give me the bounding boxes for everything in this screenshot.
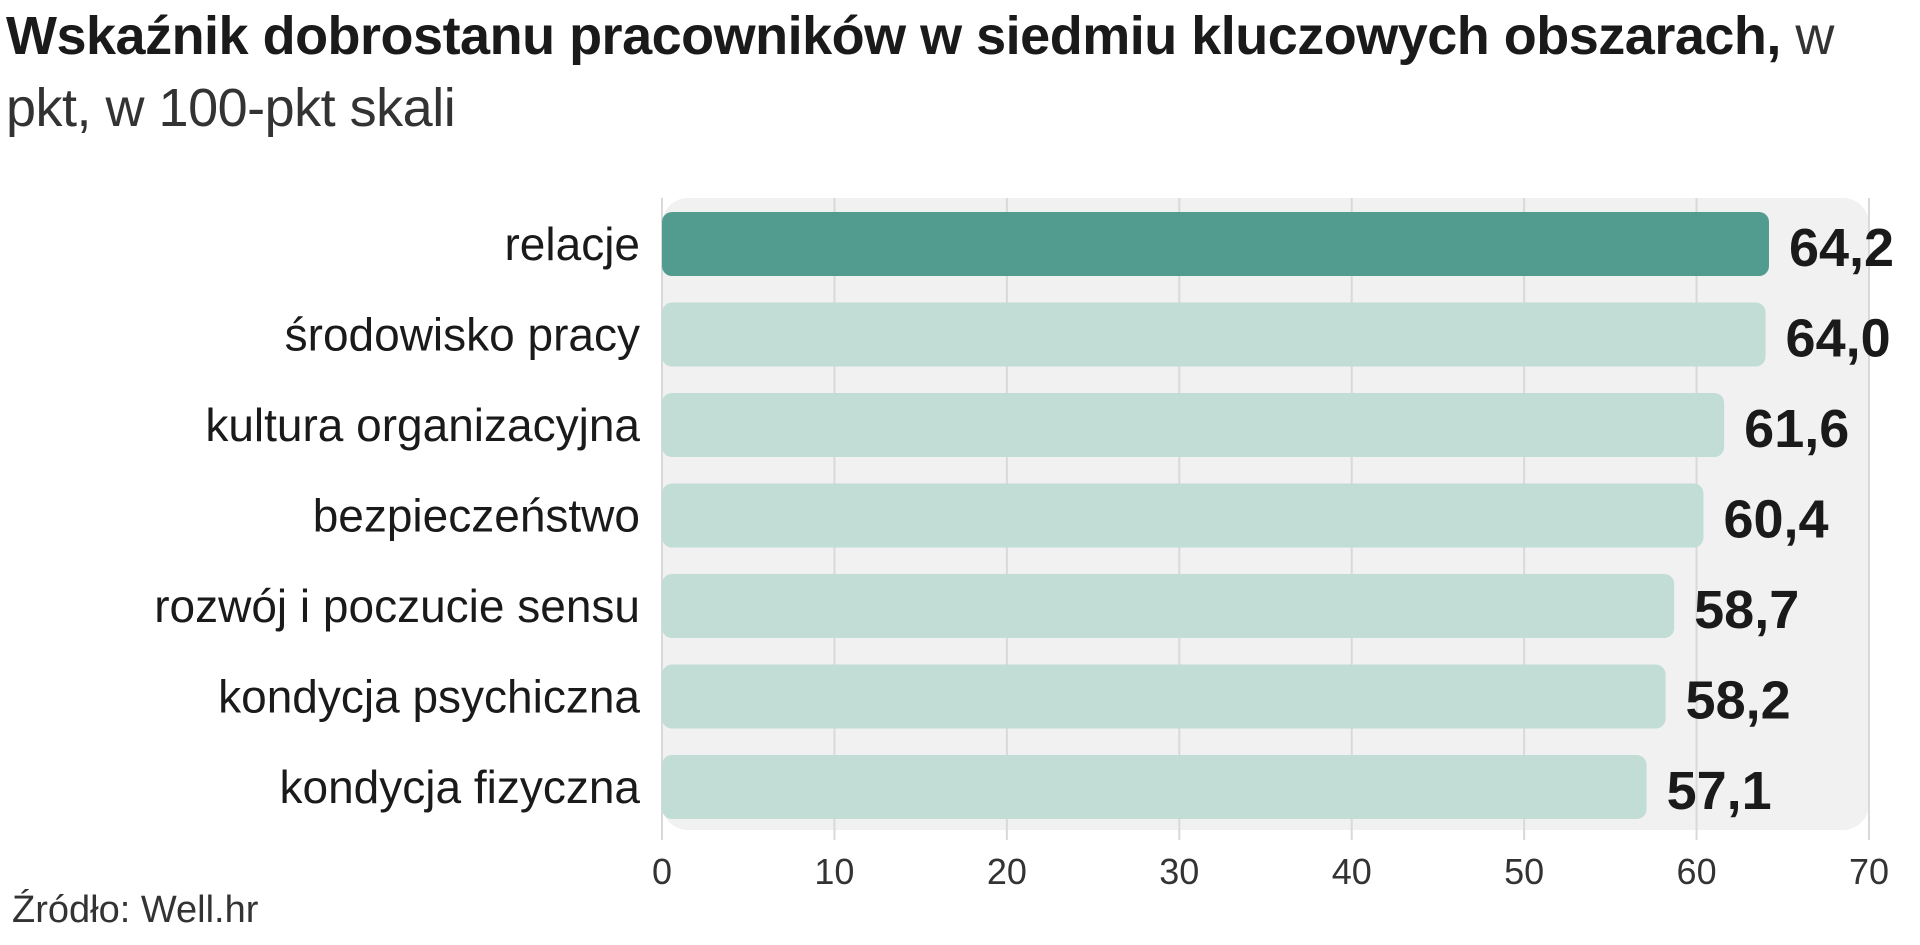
category-label: kondycja fizyczna bbox=[280, 761, 641, 813]
category-label: środowisko pracy bbox=[285, 309, 640, 361]
x-tick-label: 30 bbox=[1159, 851, 1199, 892]
x-tick-label: 70 bbox=[1849, 851, 1889, 892]
bars bbox=[662, 212, 1769, 819]
category-label: rozwój i poczucie sensu bbox=[154, 580, 640, 632]
value-label: 60,4 bbox=[1723, 490, 1828, 550]
value-label: 57,1 bbox=[1667, 761, 1772, 821]
chart-title: Wskaźnik dobrostanu pracowników w siedmi… bbox=[6, 0, 1906, 144]
x-tick-label: 20 bbox=[987, 851, 1027, 892]
value-labels: 64,2 64,0 61,6 60,4 58,7 58,2 57,1 bbox=[1667, 218, 1895, 821]
bar bbox=[662, 574, 1675, 638]
value-label: 64,2 bbox=[1789, 218, 1894, 278]
category-label: kultura organizacyjna bbox=[205, 399, 640, 451]
value-label: 58,2 bbox=[1686, 671, 1791, 731]
category-label: relacje bbox=[504, 218, 640, 270]
category-label: bezpieczeństwo bbox=[313, 490, 640, 542]
value-label: 58,7 bbox=[1694, 580, 1799, 640]
x-tick-label: 0 bbox=[652, 851, 672, 892]
chart-title-main: Wskaźnik dobrostanu pracowników w siedmi… bbox=[6, 6, 1781, 66]
bar bbox=[662, 302, 1766, 367]
category-labels: relacje środowisko pracy kultura organizac… bbox=[154, 218, 640, 813]
x-tick-label: 10 bbox=[814, 851, 854, 892]
x-tick-label: 50 bbox=[1504, 851, 1544, 892]
x-tick-label: 60 bbox=[1677, 851, 1717, 892]
chart-title-sub: w pkt, w 100-pkt skali bbox=[6, 6, 1834, 138]
value-label: 64,0 bbox=[1786, 309, 1891, 369]
source-note: Źródło: Well.hr bbox=[12, 889, 259, 931]
bar bbox=[662, 755, 1647, 819]
x-tick-label: 40 bbox=[1332, 851, 1372, 892]
category-label: kondycja psychiczna bbox=[218, 671, 640, 723]
value-label: 61,6 bbox=[1744, 399, 1849, 459]
bar bbox=[662, 664, 1666, 729]
x-tick-labels: 0 10 20 30 40 50 60 70 bbox=[652, 851, 1889, 892]
bar bbox=[662, 393, 1725, 457]
bar bbox=[662, 212, 1769, 276]
bar bbox=[662, 483, 1704, 548]
